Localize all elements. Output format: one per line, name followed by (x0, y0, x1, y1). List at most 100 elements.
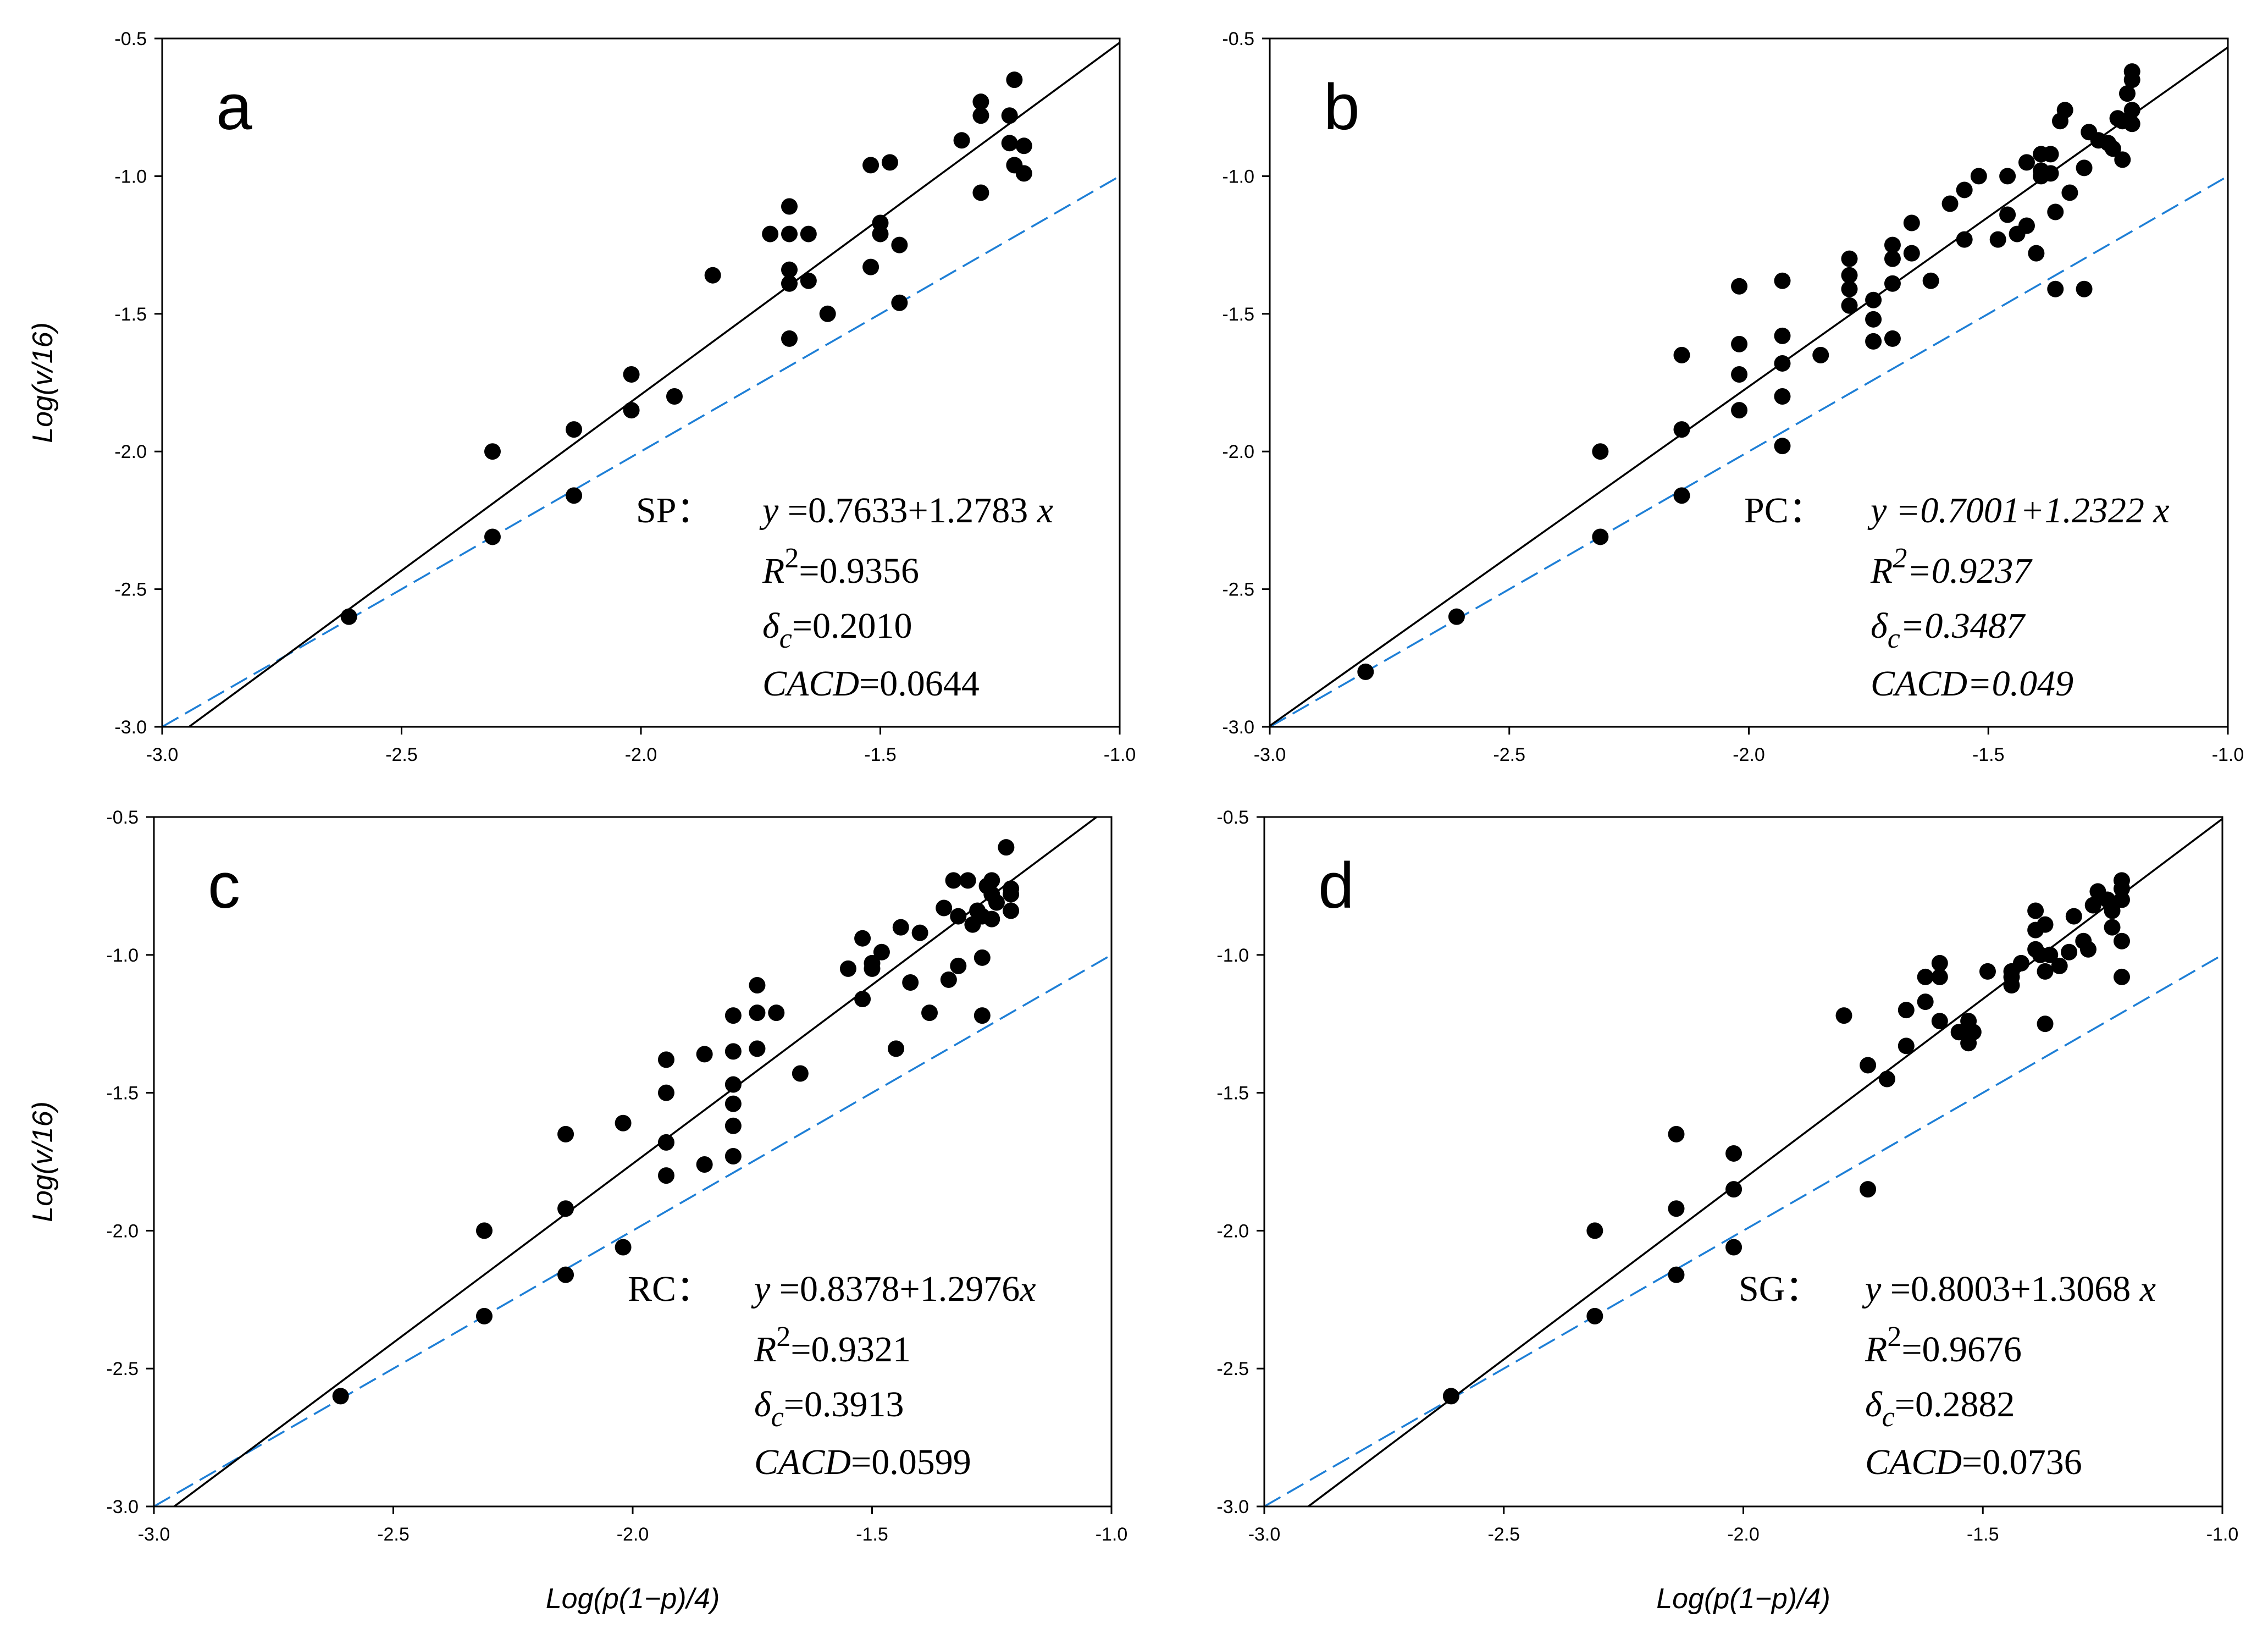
data-point (657, 1051, 674, 1068)
x-tick-label: -1.0 (2212, 744, 2244, 765)
panel-c: -3.0 -2.5 -2.0 -1.5 -1.0 -0.5 -1.0 -1.5 -2.0 -2.5… (27, 807, 1127, 1615)
y-axis-title: Log(v/16) (27, 1101, 59, 1222)
data-point (2051, 957, 2068, 974)
data-point (1774, 438, 1791, 455)
y-axis-title-part: /16) (27, 322, 59, 373)
data-point (1999, 168, 2016, 185)
data-point (1860, 1181, 1877, 1198)
data-point (988, 894, 1005, 911)
data-point (1731, 366, 1748, 383)
data-point (484, 443, 501, 460)
x-tick-label: -2.5 (1493, 744, 1525, 765)
cacd-value: =0.049 (1967, 664, 2073, 704)
annotation-r2: R2=0.9237 (1870, 543, 2033, 591)
y-tick-label: -0.5 (114, 29, 147, 49)
data-point (1015, 165, 1032, 182)
x-axis-title-part: p (602, 1583, 619, 1615)
data-point (1668, 1266, 1685, 1283)
delta-value: =0.3487 (1900, 606, 2026, 646)
y-tick-label: -1.5 (114, 304, 147, 325)
data-point (1668, 1125, 1685, 1142)
x-tick-label: -3.0 (146, 744, 179, 765)
data-point (724, 1117, 742, 1134)
data-point (1774, 388, 1791, 405)
data-point (998, 839, 1015, 856)
data-point (1898, 1037, 1915, 1055)
data-point (1931, 1013, 1948, 1030)
data-point (2042, 946, 2059, 963)
data-point (781, 198, 798, 215)
x-axis-title-part: Log( (1656, 1583, 1716, 1615)
data-point (1003, 886, 1020, 903)
data-point (1903, 245, 1920, 262)
data-point (888, 1040, 905, 1057)
cacd-value: =0.0644 (859, 664, 980, 704)
cacd-symbol: CACD (762, 664, 859, 704)
data-point (1835, 1007, 1852, 1024)
data-point (1965, 1024, 1982, 1041)
data-point (921, 1004, 938, 1022)
data-point (2113, 968, 2130, 985)
data-point (1922, 272, 1939, 289)
data-point (696, 1046, 713, 1063)
data-point (2037, 1015, 2054, 1033)
data-point (724, 1007, 742, 1024)
data-point (800, 225, 817, 242)
data-point (724, 1043, 742, 1060)
y-tick-label: -2.0 (106, 1221, 139, 1241)
equation-x: x (2139, 1269, 2156, 1309)
equation-coefficients: =0.7633+1.2783 (778, 490, 1037, 531)
r2-symbol: R (1865, 1329, 1887, 1370)
x-tick-label: -1.5 (1967, 1524, 1999, 1545)
data-point (475, 1307, 493, 1324)
y-axis-title-part: v (27, 370, 59, 386)
equation-coefficients: =0.8003+1.3068 (1881, 1269, 2139, 1309)
data-point (657, 1167, 674, 1184)
panel-letter: a (216, 71, 252, 143)
data-point (1725, 1181, 1743, 1198)
data-point (557, 1125, 574, 1142)
y-tick-label: -2.5 (1222, 579, 1254, 600)
x-tick-label: -2.5 (385, 744, 418, 765)
annotation-delta: δc=0.2882 (1865, 1384, 2015, 1433)
data-point (1884, 275, 1901, 292)
annotation-r2: R2=0.9321 (754, 1321, 911, 1370)
y-tick-label: -2.0 (1216, 1221, 1249, 1241)
r2-value: =0.9676 (1901, 1329, 2022, 1370)
data-point (864, 954, 881, 971)
data-point (557, 1266, 574, 1283)
data-point (1950, 1024, 1967, 1041)
data-point (1003, 902, 1020, 919)
data-point (724, 1095, 742, 1112)
x-tick-label: -1.5 (856, 1524, 888, 1545)
data-point (762, 225, 779, 242)
fit-line (187, 42, 1120, 727)
data-point (973, 1007, 991, 1024)
equation-coefficients: =0.7001+1.2322 (1887, 490, 2153, 531)
data-point (950, 908, 967, 925)
annotation-label: SG： (1739, 1269, 1821, 1309)
data-point (2037, 963, 2054, 980)
equation-y: y (1862, 1269, 1882, 1309)
data-point (1841, 250, 1858, 267)
data-point (819, 305, 836, 322)
data-point (781, 330, 798, 347)
y-tick-label: -1.5 (1222, 304, 1254, 325)
annotation-r2: R2=0.9356 (762, 543, 919, 591)
data-point (2123, 102, 2140, 119)
data-point (2104, 140, 2121, 157)
data-point (1917, 993, 1934, 1011)
data-point (983, 872, 1000, 889)
y-tick-label: -2.5 (106, 1359, 139, 1379)
data-point (1956, 181, 1973, 198)
data-point (1860, 1057, 1877, 1074)
r2-symbol: R (754, 1329, 776, 1370)
delta-value: =0.2010 (792, 606, 912, 646)
data-point (557, 1200, 574, 1217)
data-point (2018, 217, 2035, 234)
x-axis-title: Log(p(1−p)/4) (1656, 1583, 1830, 1615)
data-point (873, 943, 890, 960)
data-point (1989, 231, 2006, 248)
data-point (1448, 608, 1465, 625)
data-point (1731, 402, 1748, 419)
